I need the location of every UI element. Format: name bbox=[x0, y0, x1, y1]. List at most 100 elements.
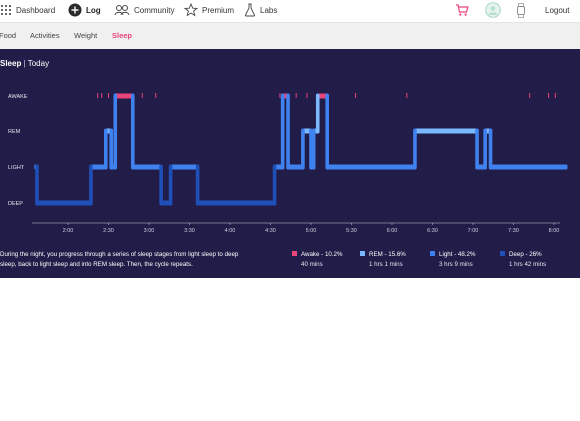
stage-transition bbox=[325, 93, 329, 170]
stage-segment-awake[interactable] bbox=[317, 93, 328, 99]
nav-community[interactable]: Community bbox=[114, 0, 174, 20]
stage-transition bbox=[109, 128, 113, 170]
awake-tick bbox=[108, 93, 109, 98]
x-tick-label: 6:00 bbox=[387, 228, 398, 234]
awake-tick bbox=[529, 93, 531, 98]
flask-icon bbox=[244, 3, 256, 17]
stage-transition bbox=[195, 164, 200, 206]
awake-tick bbox=[97, 93, 99, 98]
x-tick-label: 7:30 bbox=[508, 228, 519, 234]
sleep-panel: Sleep | Today AWAKE REM LIGHT DEEP 2:00 2:30… bbox=[0, 49, 580, 278]
star-icon bbox=[184, 3, 198, 17]
awake-tick bbox=[279, 93, 281, 98]
legend-awake-label: Awake - 10.2% bbox=[301, 251, 343, 258]
subnav-food[interactable]: Food bbox=[0, 31, 17, 40]
sleep-description-line-1: During the night, you progress through a… bbox=[0, 251, 239, 258]
nav-premium[interactable]: Premium bbox=[184, 0, 234, 20]
sleep-description: During the night, you progress through a… bbox=[0, 250, 290, 270]
awake-tick bbox=[101, 93, 103, 98]
stage-transition bbox=[280, 93, 285, 170]
logout-link[interactable]: Logout bbox=[545, 5, 570, 15]
stage-transition bbox=[413, 128, 417, 170]
subnav-activities[interactable]: Activities bbox=[30, 31, 60, 40]
legend-deep: Deep - 26% 1 hrs 42 mins bbox=[500, 250, 546, 270]
avatar-icon bbox=[485, 2, 501, 18]
stage-label-rem: REM bbox=[8, 129, 21, 135]
stage-label-deep: DEEP bbox=[8, 201, 23, 207]
nav-dashboard-label: Dashboard bbox=[16, 5, 56, 15]
stage-transition bbox=[35, 164, 39, 206]
nav-labs[interactable]: Labs bbox=[244, 0, 277, 20]
user-avatar[interactable] bbox=[485, 0, 501, 20]
legend-rem-swatch bbox=[360, 251, 365, 256]
stage-segment-deep[interactable] bbox=[161, 200, 171, 206]
legend-awake: Awake - 10.2% 40 mins bbox=[292, 250, 343, 270]
nav-labs-label: Labs bbox=[260, 5, 278, 15]
awake-tick bbox=[548, 93, 550, 98]
stage-segment-deep[interactable] bbox=[197, 200, 275, 206]
stage-segment-light[interactable] bbox=[490, 164, 568, 170]
panel-title: Sleep | Today bbox=[0, 59, 49, 68]
nav-dashboard[interactable]: Dashboard bbox=[0, 0, 55, 20]
awake-tick bbox=[355, 93, 357, 98]
legend-rem-duration: 1 hrs 1 mins bbox=[369, 261, 403, 268]
x-tick-label: 6:30 bbox=[427, 228, 438, 234]
shopping-cart-icon bbox=[455, 3, 469, 17]
legend-light: Light - 48.2% 3 hrs 9 mins bbox=[430, 250, 475, 270]
stage-segment-light[interactable] bbox=[132, 164, 162, 170]
x-tick-label: 5:00 bbox=[306, 228, 317, 234]
x-tick-label: 2:30 bbox=[103, 228, 114, 234]
stage-segment-awake[interactable] bbox=[115, 93, 133, 99]
stage-segment-light[interactable] bbox=[288, 164, 303, 170]
x-tick-label: 3:00 bbox=[144, 228, 155, 234]
people-icon bbox=[114, 4, 130, 16]
subnav-sleep[interactable]: Sleep bbox=[112, 31, 133, 40]
watch-icon bbox=[516, 2, 526, 18]
stage-transition bbox=[89, 164, 93, 206]
stage-transition bbox=[168, 164, 173, 206]
legend-awake-duration: 40 mins bbox=[301, 261, 323, 268]
sleep-description-line-2: sleep, back to light sleep and into REM … bbox=[0, 261, 193, 268]
sleep-stages-chart: AWAKE REM LIGHT DEEP 2:00 2:30 3:00 3:30 4:00 4:… bbox=[8, 93, 568, 234]
stage-segment-light[interactable] bbox=[274, 164, 283, 170]
plus-circle-icon bbox=[68, 3, 82, 17]
legend-deep-label: Deep - 26% bbox=[509, 251, 542, 258]
awake-tick bbox=[406, 93, 408, 98]
nav-community-label: Community bbox=[134, 5, 175, 15]
stage-transition bbox=[475, 128, 479, 170]
stage-segment-light[interactable] bbox=[90, 164, 106, 170]
x-tick-label: 8:00 bbox=[549, 228, 560, 234]
awake-tick bbox=[295, 93, 297, 98]
stage-segment-rem[interactable] bbox=[302, 128, 311, 134]
nav-log[interactable]: Log bbox=[68, 0, 101, 20]
legend-awake-swatch bbox=[292, 251, 297, 256]
stage-transition bbox=[159, 164, 163, 206]
x-tick-label: 4:00 bbox=[225, 228, 236, 234]
device-button[interactable] bbox=[516, 0, 526, 20]
legend-deep-swatch bbox=[500, 251, 505, 256]
stage-transition bbox=[104, 128, 108, 170]
stage-transition bbox=[113, 93, 118, 170]
subnav-weight[interactable]: Weight bbox=[74, 31, 98, 40]
legend-light-swatch bbox=[430, 251, 435, 256]
stage-transition bbox=[286, 93, 290, 170]
stage-segment-light[interactable] bbox=[327, 164, 415, 170]
stage-segment-light[interactable] bbox=[477, 164, 486, 170]
stage-label-light: LIGHT bbox=[8, 165, 25, 171]
stage-label-awake: AWAKE bbox=[8, 94, 28, 100]
stage-segment-light[interactable] bbox=[170, 164, 198, 170]
awake-tick bbox=[141, 93, 143, 98]
legend-deep-duration: 1 hrs 42 mins bbox=[509, 261, 547, 268]
panel-title-separator: | bbox=[21, 59, 28, 68]
shopping-cart-button[interactable] bbox=[455, 0, 469, 20]
awake-tick bbox=[306, 93, 308, 98]
panel-title-date: Today bbox=[27, 59, 50, 68]
stage-segment-rem[interactable] bbox=[414, 128, 478, 134]
x-tick-label: 4:30 bbox=[265, 228, 276, 234]
nav-premium-label: Premium bbox=[202, 5, 235, 15]
panel-title-main: Sleep bbox=[0, 59, 22, 68]
stage-transition bbox=[488, 128, 493, 170]
stage-transition bbox=[272, 164, 277, 206]
stage-segment-deep[interactable] bbox=[36, 200, 91, 206]
stage-transition bbox=[483, 128, 487, 170]
